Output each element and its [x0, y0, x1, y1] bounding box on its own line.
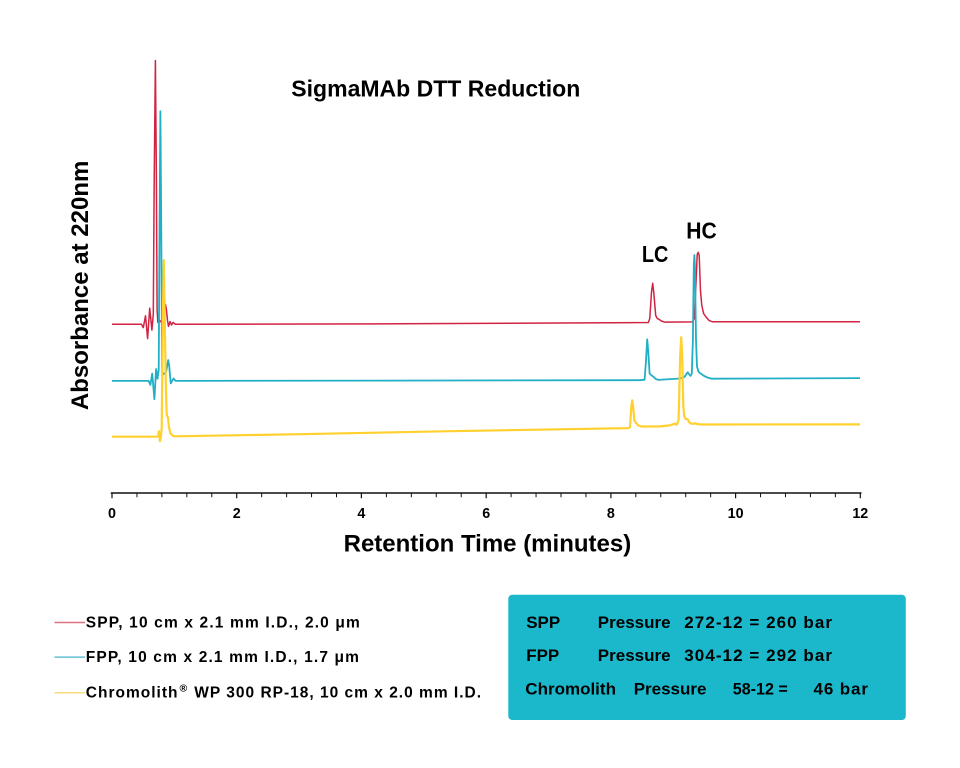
svg-text:SPP: SPP — [526, 613, 560, 632]
svg-text:8: 8 — [607, 506, 615, 522]
svg-text:Retention Time (minutes): Retention Time (minutes) — [344, 531, 632, 558]
svg-text:0: 0 — [108, 506, 116, 522]
svg-text:SPP, 10 cm x 2.1 mm I.D., 2.0: SPP, 10 cm x 2.1 mm I.D., 2.0 μm — [86, 615, 361, 632]
svg-text:SigmaMAb DTT Reduction: SigmaMAb DTT Reduction — [291, 75, 580, 101]
svg-text:58-12 =: 58-12 = — [733, 680, 788, 699]
svg-text:6: 6 — [482, 506, 490, 522]
svg-text:Chromolith: Chromolith — [525, 680, 616, 699]
svg-text:FPP, 10 cm x 2.1 mm I.D., 1.7: FPP, 10 cm x 2.1 mm I.D., 1.7 μm — [86, 649, 360, 666]
svg-text:HC: HC — [686, 218, 717, 244]
svg-text:46 bar: 46 bar — [814, 680, 869, 699]
svg-text:®: ® — [180, 683, 188, 695]
svg-text:Pressure: Pressure — [598, 646, 671, 665]
svg-text:12: 12 — [852, 506, 868, 522]
svg-text:Chromolith: Chromolith — [86, 684, 179, 701]
svg-text:WP 300 RP-18, 10 cm x 2.0 mm I: WP 300 RP-18, 10 cm x 2.0 mm I.D. — [194, 684, 482, 701]
svg-text:10: 10 — [728, 506, 744, 522]
svg-text:Pressure: Pressure — [634, 680, 707, 699]
svg-text:272-12 = 260 bar: 272-12 = 260 bar — [684, 613, 832, 632]
svg-text:4: 4 — [357, 506, 365, 522]
svg-text:Pressure: Pressure — [598, 613, 671, 632]
svg-text:304-12 = 292 bar: 304-12 = 292 bar — [684, 646, 832, 665]
svg-text:2: 2 — [233, 506, 241, 522]
svg-text:Absorbance at 220nm: Absorbance at 220nm — [67, 161, 94, 410]
svg-text:LC: LC — [642, 241, 669, 267]
svg-text:FPP: FPP — [526, 646, 559, 665]
